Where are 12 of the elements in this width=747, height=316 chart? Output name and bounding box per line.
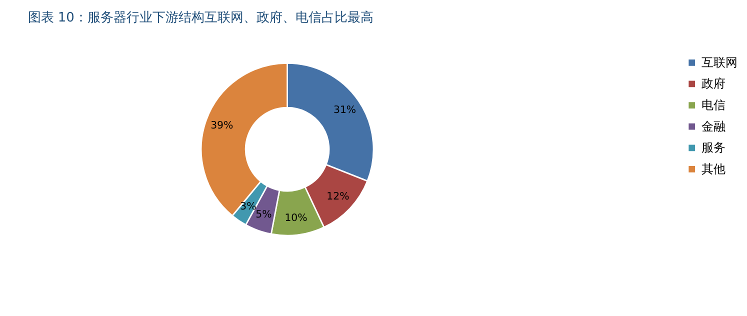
legend-label: 其他 [702,162,726,176]
data-label: 10% [284,213,308,224]
data-label: 31% [333,105,356,116]
legend-label: 互联网 [702,55,738,70]
chart-title: 图表 10：服务器行业下游结构互联网、政府、电信占比最高 [28,9,374,26]
legend-label: 金融 [702,119,726,134]
data-label: 5% [256,209,272,220]
legend-label: 电信 [702,98,726,112]
legend-label: 政府 [702,76,726,91]
data-label: 12% [326,192,350,203]
legend-label: 服务 [702,140,726,155]
data-label: 39% [210,120,234,132]
